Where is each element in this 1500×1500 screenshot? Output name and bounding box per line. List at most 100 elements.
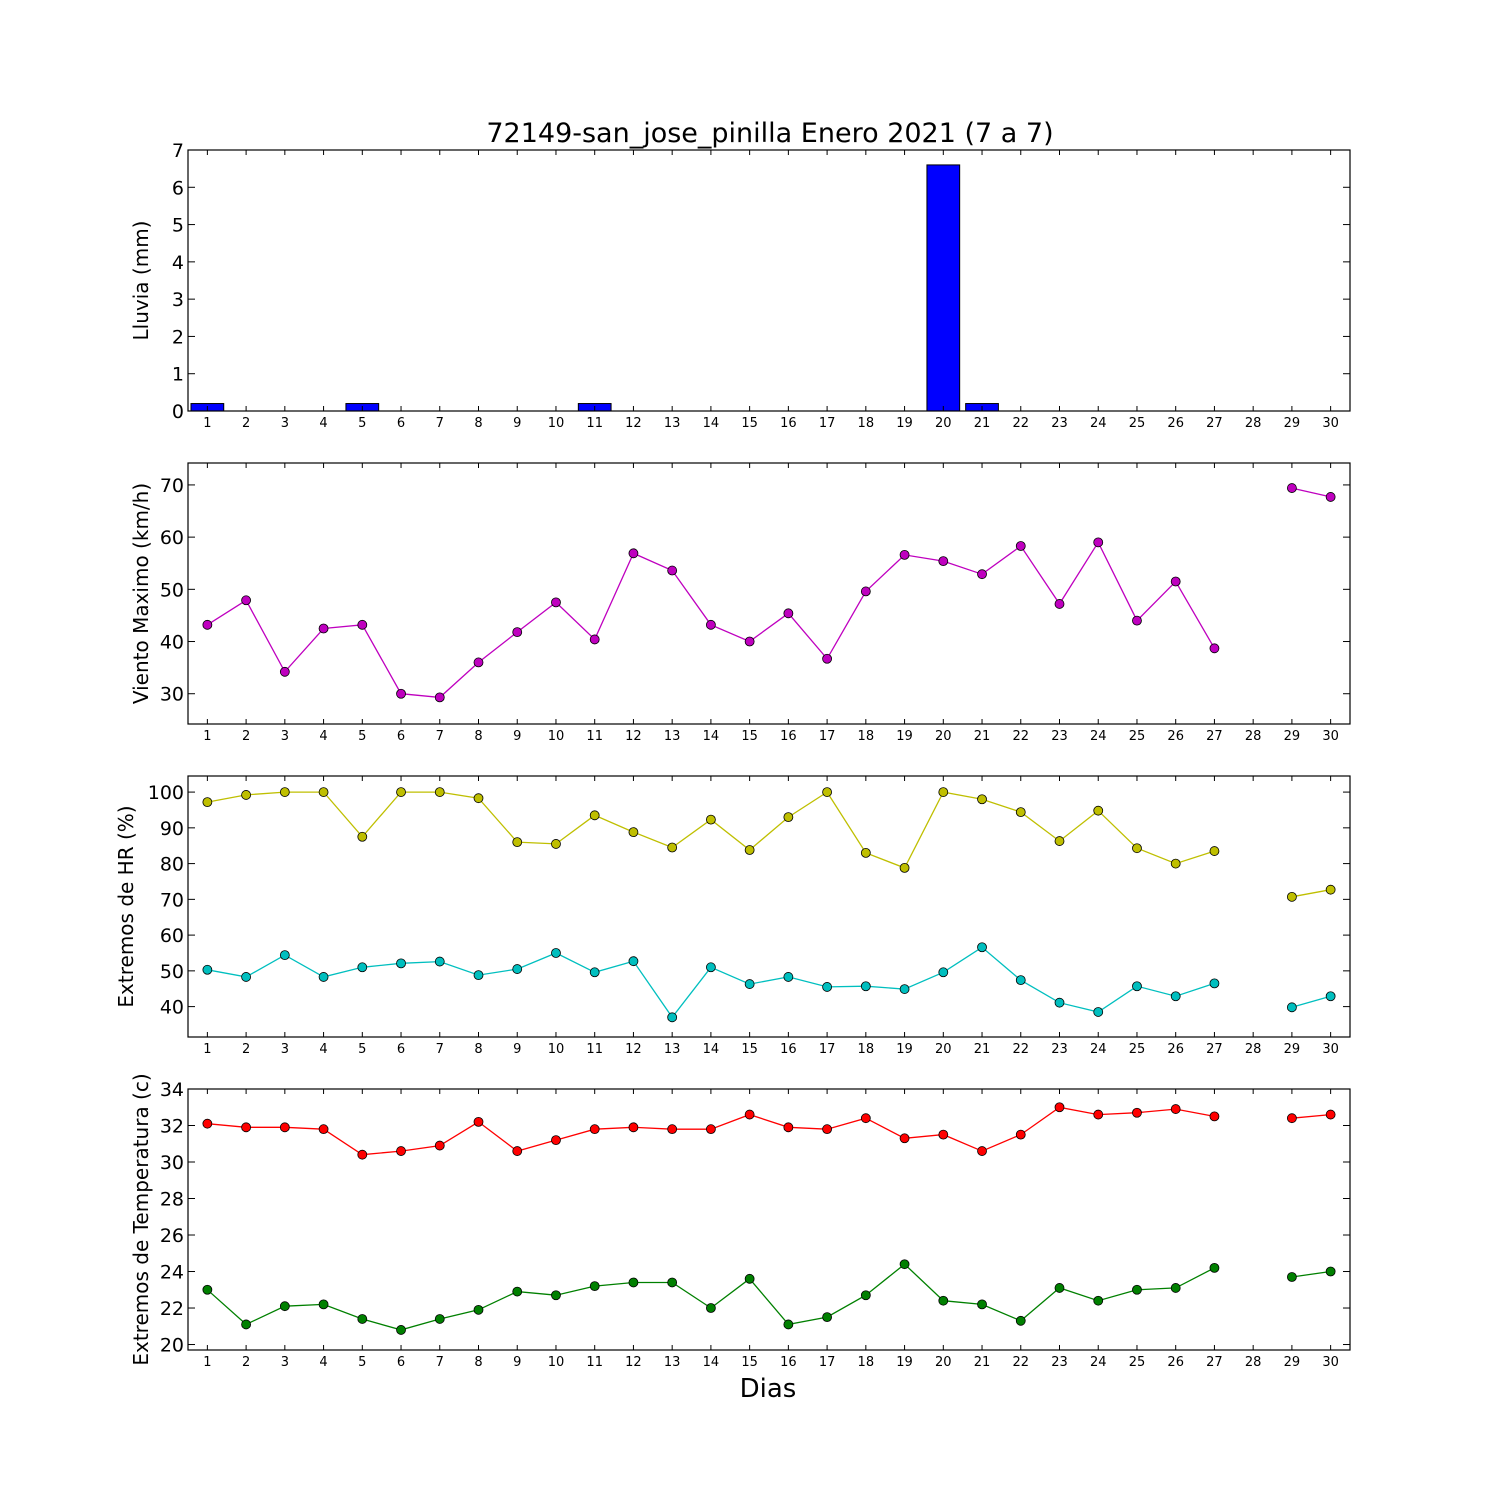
point-day-1 — [202, 619, 213, 630]
point-day-26 — [1170, 858, 1181, 869]
point-day-8 — [473, 657, 484, 668]
x-tick-label: 19 — [896, 1355, 913, 1370]
panel-3: 1 2 3 4 5 6 7 8 9 10 11 12 13 14 15 16 17 18 19 20 21 22 23 24 2… — [114, 775, 1351, 1057]
y-tick-label: 6 — [172, 177, 184, 199]
point-day-9 — [512, 1146, 523, 1156]
point-day-10 — [551, 839, 561, 849]
x-tick-label: 16 — [780, 1042, 797, 1057]
x-tick-label: 2 — [242, 729, 250, 744]
x-tick-label: 22 — [1012, 416, 1029, 431]
y-tick-label: 30 — [160, 1152, 184, 1174]
point-day-15 — [744, 1109, 755, 1120]
point-day-21 — [977, 794, 987, 805]
x-tick-label: 25 — [1129, 729, 1146, 744]
x-tick-label: 18 — [858, 416, 875, 431]
x-tick-label: 28 — [1245, 1355, 1262, 1370]
axes-frame — [187, 775, 1351, 1038]
point-day-13 — [667, 1277, 678, 1288]
x-tick-label: 2 — [242, 416, 250, 431]
point-day-17 — [822, 982, 832, 992]
point-day-30 — [1325, 1109, 1336, 1120]
point-day-12 — [628, 1122, 639, 1133]
x-tick-label: 22 — [1012, 1042, 1029, 1057]
point-day-4 — [318, 1299, 329, 1310]
x-tick-label: 8 — [474, 1042, 482, 1057]
point-day-19 — [899, 549, 910, 560]
point-day-9 — [512, 1286, 523, 1297]
y-tick-label: 7 — [172, 140, 184, 162]
x-tick-label: 4 — [319, 1355, 327, 1370]
x-tick-label: 11 — [586, 729, 603, 744]
point-day-18 — [860, 1290, 871, 1301]
point-day-6 — [396, 688, 406, 699]
point-day-10 — [551, 948, 561, 958]
y-axis-label: Extremos de HR (%) — [114, 805, 138, 1007]
y-tick-label: 34 — [160, 1079, 184, 1101]
point-day-8 — [473, 970, 484, 981]
x-tick-label: 15 — [741, 416, 758, 431]
y-tick-label: 70 — [160, 889, 184, 911]
point-day-8 — [473, 1116, 484, 1127]
point-day-8 — [473, 1304, 484, 1315]
x-tick-label: 5 — [358, 416, 366, 431]
x-tick-label: 17 — [819, 1355, 836, 1370]
x-tick-label: 20 — [935, 1355, 952, 1370]
x-tick-label: 17 — [819, 1042, 836, 1057]
x-tick-label: 27 — [1206, 1355, 1223, 1370]
point-day-9 — [512, 837, 523, 848]
point-day-4 — [318, 1124, 329, 1135]
series-line-2-2 — [1291, 995, 1331, 1008]
x-tick-label: 24 — [1090, 416, 1107, 431]
point-day-14 — [706, 1124, 716, 1135]
point-day-2 — [241, 1122, 252, 1133]
point-day-3 — [279, 1122, 290, 1133]
point-day-4 — [318, 972, 329, 982]
point-day-1 — [202, 1118, 213, 1129]
x-tick-label: 5 — [358, 729, 366, 744]
series-1 — [202, 483, 1336, 703]
point-day-24 — [1093, 1295, 1104, 1306]
y-axis-label: Lluvia (mm) — [129, 221, 153, 341]
x-tick-label: 1 — [203, 729, 211, 744]
x-tick-label: 21 — [974, 1042, 991, 1057]
axes-frame — [187, 149, 1351, 412]
x-tick-label: 12 — [625, 1042, 642, 1057]
x-tick-label: 15 — [741, 1355, 758, 1370]
x-tick-label: 1 — [203, 1355, 211, 1370]
point-day-6 — [396, 958, 406, 969]
point-day-7 — [434, 787, 445, 797]
x-tick-label: 14 — [703, 1042, 720, 1057]
point-day-25 — [1132, 1107, 1142, 1118]
x-tick-label: 27 — [1206, 1042, 1223, 1057]
point-day-5 — [357, 1314, 368, 1324]
y-tick-label: 60 — [160, 925, 184, 947]
point-day-25 — [1132, 843, 1142, 854]
y-tick-label: 100 — [148, 782, 184, 804]
point-day-29 — [1287, 1002, 1297, 1013]
x-tick-label: 13 — [664, 1042, 681, 1057]
x-tick-label: 24 — [1090, 1355, 1107, 1370]
point-day-24 — [1093, 1109, 1104, 1120]
x-tick-label: 3 — [281, 1355, 289, 1370]
x-tick-label: 21 — [974, 729, 991, 744]
x-tick-label: 12 — [625, 416, 642, 431]
point-day-15 — [744, 636, 755, 647]
x-tick-label: 26 — [1167, 1042, 1184, 1057]
x-tick-label: 30 — [1322, 1355, 1339, 1370]
point-day-24 — [1093, 805, 1104, 816]
point-day-27 — [1209, 1262, 1220, 1273]
x-tick-label: 1 — [203, 1042, 211, 1057]
x-tick-label: 6 — [397, 1355, 405, 1370]
y-tick-label: 40 — [160, 632, 184, 654]
x-tick-label: 3 — [281, 416, 289, 431]
x-tick-label: 28 — [1245, 416, 1262, 431]
x-tick-label: 10 — [548, 1355, 565, 1370]
x-tick-label: 30 — [1322, 1042, 1339, 1057]
x-tick-label: 16 — [780, 729, 797, 744]
point-day-10 — [551, 1290, 561, 1301]
x-tick-label: 5 — [358, 1042, 366, 1057]
point-day-18 — [860, 586, 871, 597]
point-day-23 — [1054, 599, 1065, 609]
panel-2: 1 2 3 4 5 6 7 8 9 10 11 12 13 14 15 16 17 18 19 20 21 22 23 24 2… — [129, 462, 1351, 744]
